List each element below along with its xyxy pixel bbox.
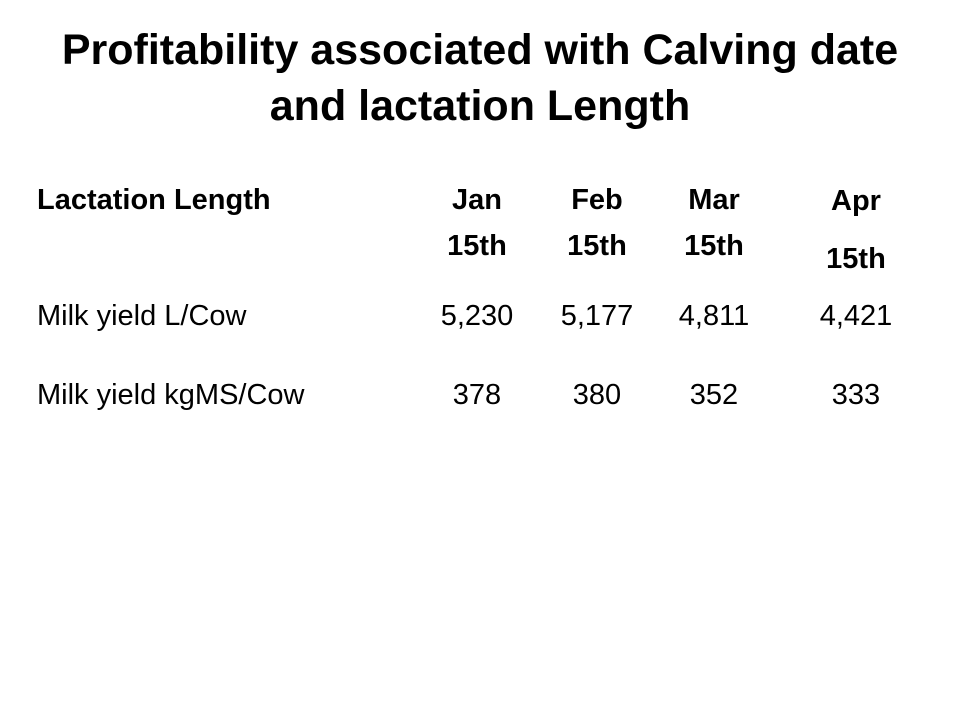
row-label: Milk yield L/Cow — [37, 300, 247, 332]
column-header: Jan 15th — [447, 184, 507, 262]
table-cell: 380 — [572, 379, 622, 411]
column-header: Apr 15th — [826, 185, 886, 275]
row-header-label: Lactation Length — [37, 184, 271, 216]
slide-title: Profitability associated with Calving da… — [61, 26, 899, 130]
table-cell: 5,230 — [440, 300, 514, 332]
table-cell: 5,177 — [560, 300, 634, 332]
row-label: Milk yield kgMS/Cow — [37, 379, 305, 411]
column-header: Mar 15th — [684, 184, 744, 262]
table-cell: 378 — [452, 379, 502, 411]
table-cell: 4,421 — [819, 300, 893, 332]
table-cell: 352 — [689, 379, 739, 411]
column-header: Feb 15th — [567, 184, 627, 262]
table-cell: 4,811 — [678, 300, 750, 332]
table-cell: 333 — [831, 379, 881, 411]
